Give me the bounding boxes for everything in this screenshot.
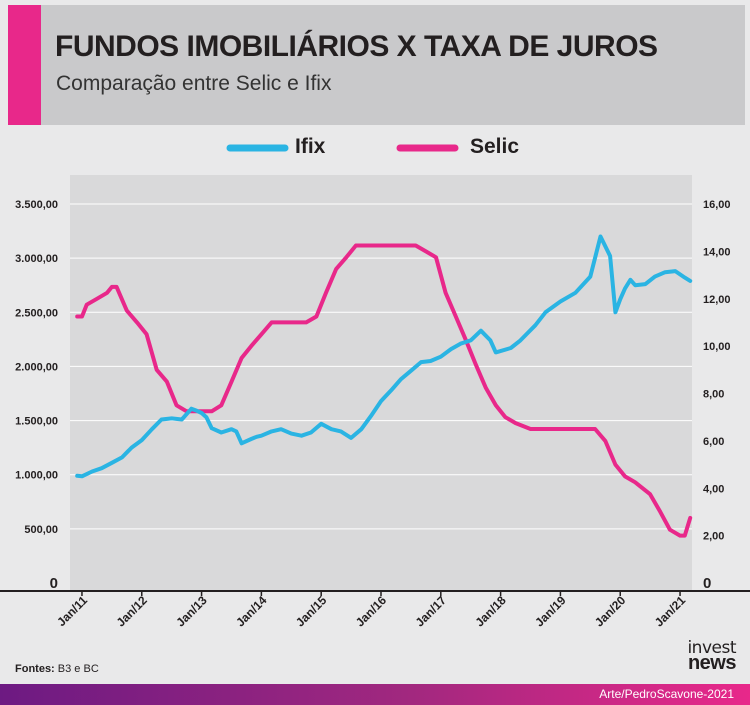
left-tick-label: 3.500,00 xyxy=(15,199,58,211)
series-line-ifix xyxy=(75,234,693,479)
right-tick-label: 2,00 xyxy=(703,531,724,543)
legend: Ifix Selic xyxy=(226,135,519,158)
credit-text: Arte/PedroScavone-2021 xyxy=(599,687,734,701)
x-tick-label: Jan/11 xyxy=(54,593,90,629)
x-tick-label: Jan/19 xyxy=(532,593,569,630)
header: FUNDOS IMOBILIÁRIOS X TAXA DE JUROS Comp… xyxy=(0,0,750,127)
right-tick-label: 14,00 xyxy=(703,246,731,258)
right-tick-label: 8,00 xyxy=(703,389,724,401)
x-axis: Jan/11 Jan/12 Jan/13 Jan/14 Jan/15 Jan/16 Jan/… xyxy=(54,591,688,630)
right-tick-label: 12,00 xyxy=(703,294,731,306)
left-tick-label: 3.000,00 xyxy=(15,253,58,265)
x-tick-label: Jan/20 xyxy=(592,593,629,630)
x-tick-label: Jan/21 xyxy=(652,593,689,630)
bottom-bar: Arte/PedroScavone-2021 xyxy=(0,684,750,705)
right-tick-label: 0 xyxy=(703,575,711,592)
sources-label: Fontes: xyxy=(15,663,55,675)
left-axis: 0 500,00 1.000,00 1.500,00 2.000,00 2.500,00 3… xyxy=(15,199,58,592)
series-line-selic xyxy=(75,243,693,538)
right-tick-label: 6,00 xyxy=(703,436,724,448)
left-tick-label: 2.500,00 xyxy=(15,307,58,319)
sources-text: B3 e BC xyxy=(57,663,99,675)
sources-note: Fontes: B3 e BC xyxy=(15,663,99,675)
x-tick-label: Jan/15 xyxy=(293,593,330,630)
x-tick-label: Jan/17 xyxy=(413,593,450,630)
accent-bar xyxy=(8,5,41,125)
left-tick-label: 2.000,00 xyxy=(15,361,58,373)
left-tick-label: 0 xyxy=(50,575,58,592)
chart-subtitle: Comparação entre Selic e Ifix xyxy=(56,72,332,95)
x-tick-label: Jan/16 xyxy=(353,593,390,630)
right-tick-label: 4,00 xyxy=(703,483,724,495)
right-tick-label: 10,00 xyxy=(703,341,731,353)
x-tick-label: Jan/13 xyxy=(173,593,210,630)
right-axis: 0 2,00 4,00 6,00 8,00 10,00 12,00 14,00 16,00 xyxy=(703,199,731,592)
x-tick-label: Jan/12 xyxy=(114,593,151,630)
right-tick-label: 16,00 xyxy=(703,199,731,211)
x-tick-label: Jan/18 xyxy=(472,593,509,630)
logo-line1: invest xyxy=(687,638,736,658)
left-tick-label: 1.000,00 xyxy=(15,470,58,482)
legend-label-selic: Selic xyxy=(470,135,519,158)
investnews-logo: invest news xyxy=(687,638,737,674)
left-tick-label: 1.500,00 xyxy=(15,416,58,428)
logo-line2: news xyxy=(687,652,737,674)
x-tick-label: Jan/14 xyxy=(233,593,270,630)
header-background xyxy=(40,5,745,125)
legend-label-ifix: Ifix xyxy=(295,135,326,158)
chart: Ifix Selic 0 500,00 1.000,00 1.500,00 2.000,0… xyxy=(0,135,750,630)
chart-title: FUNDOS IMOBILIÁRIOS X TAXA DE JUROS xyxy=(55,30,658,63)
series-lines xyxy=(75,234,693,538)
left-tick-label: 500,00 xyxy=(24,524,58,536)
